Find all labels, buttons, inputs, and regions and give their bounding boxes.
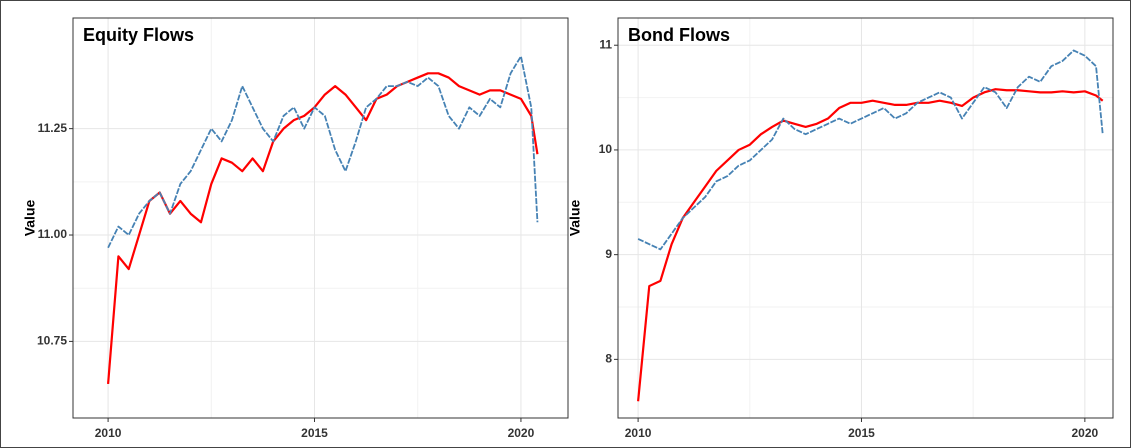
- chart-title: Bond Flows: [628, 25, 730, 45]
- y-tick-label: 10.75: [37, 334, 67, 348]
- y-axis-title: Value: [22, 200, 38, 237]
- y-tick-label: 9: [605, 247, 612, 261]
- data-line: [637, 49, 1104, 251]
- chart-title: Equity Flows: [83, 25, 194, 45]
- data-line: [106, 72, 539, 385]
- x-tick-label: 2020: [1072, 426, 1099, 440]
- data-line: [107, 55, 539, 249]
- y-axis-title: Value: [567, 200, 583, 237]
- y-tick-label: 10: [599, 142, 613, 156]
- y-tick-label: 11: [599, 37, 612, 51]
- plot-border: [617, 17, 1114, 419]
- x-tick-label: 2015: [301, 426, 328, 440]
- x-tick-label: 2010: [95, 426, 122, 440]
- y-tick-label: 11.25: [38, 121, 68, 135]
- data-line: [637, 88, 1104, 402]
- x-tick-label: 2020: [508, 426, 535, 440]
- y-tick-label: 11.00: [38, 227, 68, 241]
- plot-border: [72, 17, 569, 419]
- y-tick-label: 8: [605, 352, 612, 366]
- x-tick-label: 2010: [625, 426, 652, 440]
- x-tick-label: 2015: [848, 426, 875, 440]
